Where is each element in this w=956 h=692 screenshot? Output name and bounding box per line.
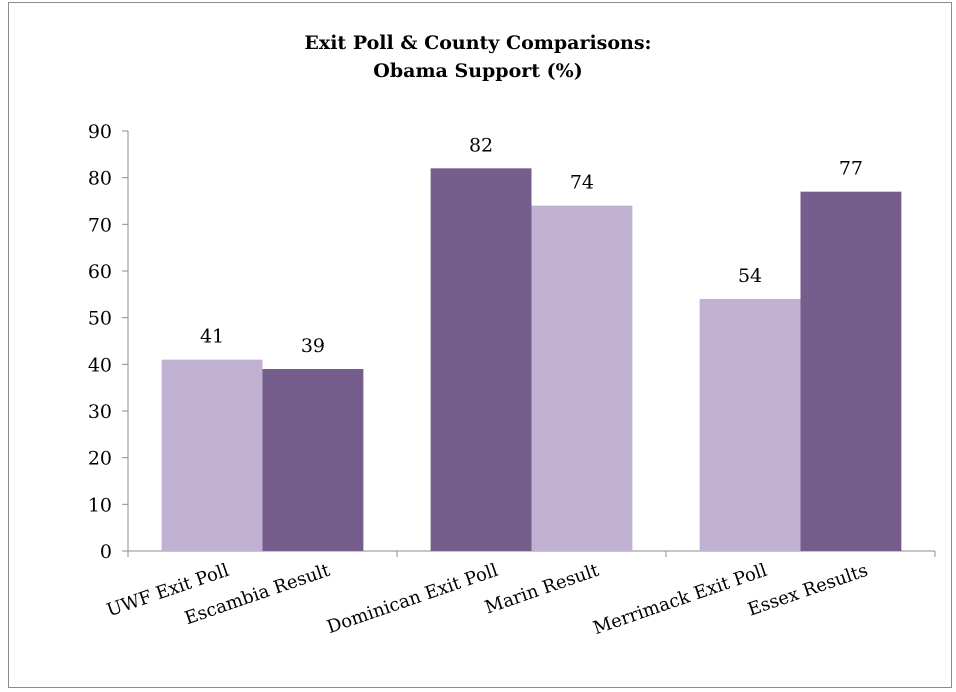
y-tick-label: 60 [88,261,112,283]
y-tick-label: 50 [88,308,112,330]
data-label: 54 [738,265,762,287]
data-label: 82 [469,134,493,156]
y-tick-label: 40 [88,354,112,376]
bar [531,205,633,551]
data-label: 41 [200,326,224,348]
bar [430,168,532,552]
x-tick-label: Dominican Exit Poll [324,560,501,638]
data-label: 39 [301,335,325,357]
data-label: 77 [839,158,863,180]
y-tick-label: 0 [100,541,112,563]
y-tick-label: 70 [88,214,112,236]
y-tick-label: 10 [88,494,112,516]
bar [262,369,364,551]
data-labels: 41 39 82 74 54 77 [200,134,863,357]
x-tick-label: Merrimack Exit Poll [590,560,769,639]
data-label: 74 [570,172,594,194]
chart-subtitle: Obama Support (%) [373,60,583,82]
bar [699,299,801,551]
y-tick-label: 30 [88,401,112,423]
chart-title: Exit Poll & County Comparisons: [304,32,652,54]
y-tick-label: 80 [88,168,112,190]
y-tick-label: 90 [88,121,112,143]
bar [800,191,902,551]
bar [161,359,263,551]
y-tick-label: 20 [88,448,112,470]
bars [161,168,902,552]
y-axis: 0 10 20 30 40 50 60 70 80 90 [88,121,936,563]
x-tick-label: Marin Result [482,560,602,619]
